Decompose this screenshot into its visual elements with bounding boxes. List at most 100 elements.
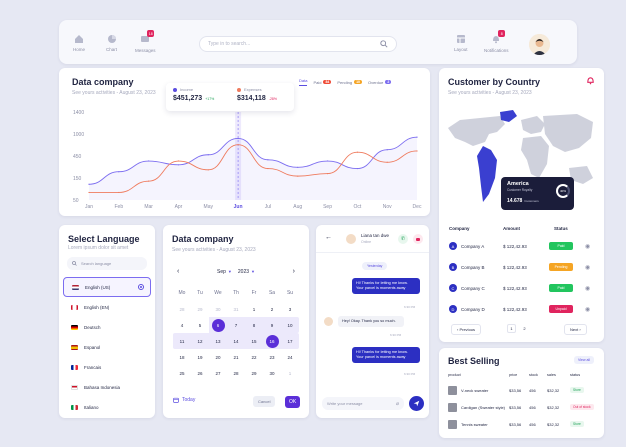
- calendar-day[interactable]: 10: [287, 322, 293, 328]
- calendar-day[interactable]: 14: [233, 338, 239, 344]
- nav-layout[interactable]: Layout: [454, 34, 468, 52]
- calendar-day[interactable]: 5: [198, 322, 202, 328]
- eye-icon[interactable]: ◉: [585, 243, 591, 250]
- avatar[interactable]: [529, 34, 550, 55]
- calendar-day[interactable]: 29: [251, 370, 257, 376]
- calendar-day[interactable]: 17: [287, 338, 293, 344]
- cancel-button[interactable]: Cancel: [253, 396, 276, 407]
- calendar-day[interactable]: 30: [215, 306, 221, 312]
- calendar-day[interactable]: 7: [234, 322, 238, 328]
- calendar-day[interactable]: 16: [265, 334, 279, 348]
- nav-chart[interactable]: Chart: [106, 34, 117, 52]
- calendar-day[interactable]: 30: [269, 370, 275, 376]
- tab-overdue[interactable]: Overdue 2: [367, 78, 392, 86]
- bell-alert-icon[interactable]: [586, 76, 595, 85]
- calendar-day[interactable]: 13: [215, 338, 221, 344]
- next-button[interactable]: Next ›: [564, 324, 587, 335]
- today-button[interactable]: Today: [173, 397, 195, 403]
- calendar-day[interactable]: 1: [252, 306, 256, 312]
- calendar-day[interactable]: 3: [288, 306, 292, 312]
- language-item-francais[interactable]: Francais: [63, 357, 151, 377]
- calendar-day[interactable]: 8: [252, 322, 256, 328]
- calendar-day[interactable]: 28: [179, 306, 185, 312]
- calendar-day[interactable]: 12: [197, 338, 203, 344]
- country-table-row[interactable]: D Company D $ 122,42.93 Unpaid ◉: [439, 299, 604, 319]
- eye-icon[interactable]: ◉: [585, 285, 591, 292]
- expenses-point: [326, 173, 329, 175]
- calendar-day[interactable]: 24: [287, 354, 293, 360]
- chevron-right-icon[interactable]: ›: [292, 268, 295, 275]
- send-button[interactable]: [409, 396, 424, 411]
- x-tick-label: Jan: [85, 204, 93, 210]
- language-item-english-en[interactable]: English (EN): [63, 297, 151, 317]
- tooltip-income-label: Income: [180, 87, 194, 92]
- weekday-label: Th: [233, 289, 239, 296]
- calendar-day[interactable]: 11: [179, 338, 185, 344]
- chevron-left-icon[interactable]: ‹: [177, 268, 180, 275]
- language-item-espanol[interactable]: Espanol: [63, 337, 151, 357]
- calendar-day[interactable]: 25: [179, 370, 185, 376]
- country-table-row[interactable]: B Company B $ 122,42.93 Pending ◉: [439, 257, 604, 277]
- calendar-day[interactable]: 15: [251, 338, 257, 344]
- page-1-button[interactable]: 1: [507, 324, 516, 333]
- eye-icon[interactable]: ◉: [585, 306, 591, 313]
- calendar-day[interactable]: 4: [180, 322, 184, 328]
- calendar-day[interactable]: 29: [197, 306, 203, 312]
- view-all-button[interactable]: View all: [574, 356, 594, 364]
- language-item-italiano[interactable]: Italiano: [63, 397, 151, 417]
- phone-icon[interactable]: ✆: [398, 234, 408, 244]
- tooltip-expenses-value: $314,118: [237, 95, 266, 102]
- back-arrow-icon[interactable]: ←: [325, 234, 332, 241]
- calendar-day[interactable]: 21: [233, 354, 239, 360]
- tab-pending[interactable]: Pending 10: [337, 78, 362, 86]
- best-selling-row[interactable]: V-neck sweater $33,56 456 $32,32 Store: [439, 382, 604, 398]
- calendar-day[interactable]: 23: [269, 354, 275, 360]
- tab-overdue-label: Overdue: [367, 79, 384, 85]
- calendar-day[interactable]: 31: [233, 306, 239, 312]
- calendar-day[interactable]: 9: [270, 322, 274, 328]
- us-flag-icon: [72, 284, 79, 290]
- year-select[interactable]: 2023: [237, 268, 250, 275]
- product-thumbnail: [448, 402, 457, 412]
- ok-button[interactable]: OK: [285, 396, 301, 408]
- page-2-button[interactable]: 2: [523, 326, 526, 331]
- calendar-day[interactable]: 22: [251, 354, 257, 360]
- calendar-day[interactable]: 1: [288, 370, 292, 376]
- y-tick-label: 1400: [73, 110, 84, 116]
- calendar-day[interactable]: 6: [211, 318, 225, 332]
- x-tick-label: Oct: [353, 204, 361, 210]
- calendar-day[interactable]: 19: [197, 354, 203, 360]
- attachment-icon[interactable]: ⌀: [395, 400, 399, 407]
- calendar-day[interactable]: 20: [215, 354, 221, 360]
- eye-icon[interactable]: ◉: [585, 264, 591, 271]
- tab-paid[interactable]: Paid 84: [313, 78, 332, 86]
- video-icon[interactable]: [413, 234, 423, 244]
- search-input[interactable]: Type in to search...: [199, 36, 397, 52]
- language-item-deutsch[interactable]: Deutsch: [63, 317, 151, 337]
- country-table-row[interactable]: A Company A $ 122,42.93 Paid ◉: [439, 236, 604, 256]
- caret-down-icon[interactable]: ▼: [227, 269, 232, 274]
- chat-card: ← Liana tan dwe Online ✆ Yesterday Hi! T…: [316, 225, 429, 418]
- message-input[interactable]: Write your message ⌀: [322, 397, 404, 410]
- calendar-day[interactable]: 2: [270, 306, 274, 312]
- calendar-day[interactable]: 18: [179, 354, 185, 360]
- nav-home[interactable]: Home: [73, 34, 85, 52]
- language-item-english-us[interactable]: English (US): [63, 277, 151, 297]
- previous-button[interactable]: ‹ Previous: [451, 324, 482, 335]
- nav-messages[interactable]: 18 Messages: [135, 30, 156, 53]
- language-search-input[interactable]: Search language: [67, 257, 147, 270]
- best-selling-row[interactable]: Cardigan (Sweater style) $33,56 456 $32,32 O…: [439, 399, 604, 415]
- caret-down-icon[interactable]: ▼: [251, 269, 255, 274]
- country-table-row[interactable]: C Company C $ 122,42.93 Paid ◉: [439, 278, 604, 298]
- search-icon[interactable]: [380, 40, 388, 48]
- message-input-placeholder: Write your message: [327, 401, 363, 406]
- language-item-bahasa[interactable]: Bahasa Indonesia: [63, 377, 151, 397]
- calendar-day[interactable]: 27: [215, 370, 221, 376]
- nav-notifications[interactable]: 8 Notifications: [484, 30, 509, 53]
- month-select[interactable]: Sep: [217, 268, 226, 275]
- calendar-day[interactable]: 28: [233, 370, 239, 376]
- tab-data[interactable]: Data: [299, 78, 308, 86]
- radio-selected-icon[interactable]: [138, 284, 144, 290]
- best-selling-row[interactable]: Tennis sweater $33,56 456 $32,32 Store: [439, 416, 604, 432]
- calendar-day[interactable]: 26: [197, 370, 203, 376]
